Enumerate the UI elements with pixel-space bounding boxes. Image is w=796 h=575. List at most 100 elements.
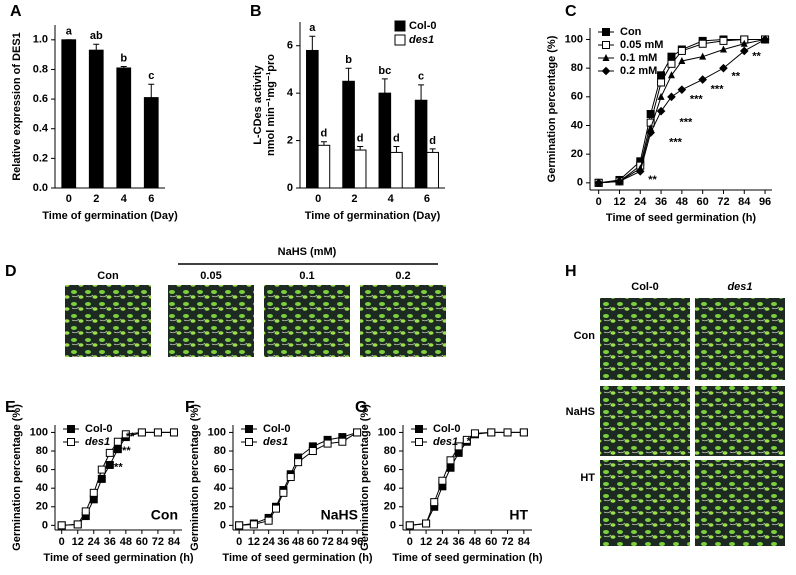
y-tick-label: 60 [571, 91, 583, 103]
x-tick-label: 12 [72, 536, 84, 548]
marker [323, 439, 332, 448]
x-axis-label: Time of germination (Day) [42, 210, 178, 222]
marker [338, 437, 347, 446]
marker [698, 75, 707, 84]
significance-letter: d [429, 135, 436, 147]
x-tick-label: 6 [424, 193, 430, 205]
x-tick-label: 96 [759, 196, 771, 208]
legend-swatch [394, 34, 406, 46]
photo-column: Col-0 [631, 281, 659, 293]
legend-label: 0.1 mM [620, 52, 657, 64]
photo-row: HT [580, 472, 595, 484]
y-tick-label: 60 [214, 464, 226, 476]
x-tick-label: 84 [168, 536, 181, 548]
y-tick-label: 0.8 [33, 63, 48, 75]
marker [121, 430, 130, 439]
x-tick-label: 24 [634, 196, 647, 208]
photo-column: 0.05 [200, 270, 221, 282]
error-bar [148, 83, 155, 98]
photos-d [65, 263, 446, 357]
marker [656, 106, 666, 116]
annotation: *** [690, 94, 704, 106]
marker [470, 429, 479, 438]
marker [249, 520, 258, 529]
panel-letter: A [10, 3, 22, 20]
photo [695, 298, 785, 380]
bar [317, 144, 331, 189]
photo [65, 285, 151, 357]
x-tick-label: 0 [66, 193, 72, 205]
annotation: *** [711, 84, 725, 96]
y-tick-label: 0 [42, 519, 48, 531]
legend-label: Col-0 [85, 423, 113, 435]
x-tick-label: 2 [351, 193, 357, 205]
marker [646, 128, 655, 137]
legend-marker [601, 66, 611, 76]
marker [657, 78, 666, 87]
x-tick-label: 48 [469, 536, 481, 548]
marker [264, 516, 273, 525]
y-tick-label: 80 [214, 445, 226, 457]
x-tick-label: 96 [351, 536, 363, 548]
y-tick-label: 40 [571, 119, 583, 131]
y-tick-label: 0.4 [33, 123, 49, 135]
corner-label: NaHS [321, 507, 358, 523]
marker [279, 488, 288, 497]
x-tick-label: 6 [148, 193, 154, 205]
marker [81, 507, 90, 516]
marker [615, 177, 624, 186]
y-tick-label: 80 [571, 62, 583, 74]
legend-label: 0.2 mM [620, 65, 657, 77]
y-tick-label: 100 [208, 426, 226, 438]
marker [294, 458, 303, 467]
significance-letter: c [418, 71, 424, 83]
marker [594, 178, 603, 188]
photo [360, 285, 446, 357]
y-tick-label: 40 [214, 482, 226, 494]
photo [600, 460, 690, 546]
y-tick-label: 4 [287, 87, 294, 99]
x-axis-label: Time of seed germination (h) [222, 552, 372, 564]
y-tick-label: 80 [36, 445, 48, 457]
bar [116, 67, 132, 189]
marker [678, 56, 686, 64]
y-tick-label: 0.6 [33, 93, 48, 105]
y-tick-label: 0 [220, 519, 226, 531]
legend-marker [67, 438, 75, 446]
marker [657, 92, 665, 100]
legend-swatch [394, 20, 406, 32]
photo-row: Con [574, 330, 596, 342]
x-axis-label: Time of seed germination (h) [606, 212, 756, 224]
legend-marker [245, 425, 253, 433]
x-tick-label: 36 [453, 536, 465, 548]
x-tick-label: 72 [501, 536, 513, 548]
y-tick-label: 2 [287, 134, 293, 146]
y-axis-label: Germination percentage (%) [189, 404, 201, 551]
marker [760, 35, 770, 44]
legend-label: Col-0 [263, 423, 291, 435]
annotation: *** [118, 445, 132, 457]
marker [89, 488, 98, 497]
significance-letter: bc [378, 65, 391, 77]
photo [600, 298, 690, 380]
x-tick-label: 12 [248, 536, 260, 548]
bar [426, 151, 439, 189]
legend-label: des1 [85, 436, 110, 448]
marker [667, 59, 676, 68]
x-tick-label: 60 [307, 536, 319, 548]
photo-row: NaHS [566, 406, 595, 418]
significance-letter: a [66, 26, 73, 38]
marker [235, 521, 244, 530]
legend-label: Col-0 [409, 20, 437, 32]
x-tick-label: 0 [59, 536, 65, 548]
x-tick-label: 84 [336, 536, 349, 548]
x-tick-label: 36 [655, 196, 667, 208]
marker [699, 52, 707, 60]
y-tick-label: 1.0 [33, 34, 48, 46]
legend-label: 0.05 mM [620, 39, 663, 51]
y-tick-label: 100 [30, 426, 48, 438]
photo [264, 285, 350, 357]
panel-letter: C [565, 3, 577, 20]
panel-letter: E [5, 399, 16, 416]
photo-column: des1 [727, 281, 752, 293]
